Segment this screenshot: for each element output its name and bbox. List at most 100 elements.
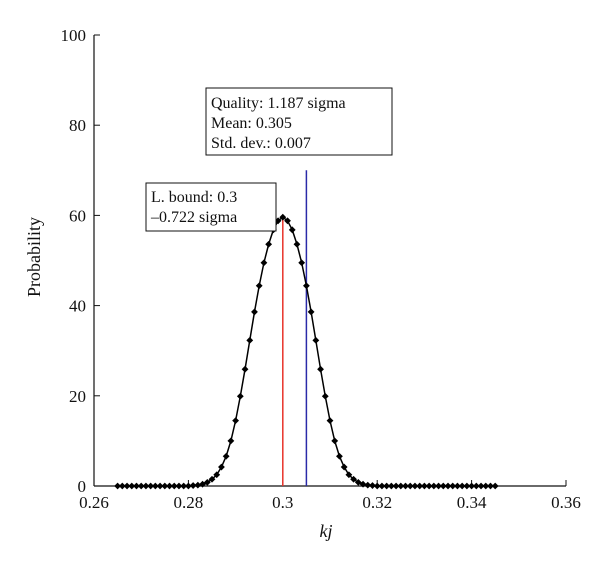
data-point <box>147 482 155 490</box>
data-point <box>246 336 254 344</box>
x-tick-label: 0.26 <box>79 493 109 512</box>
data-point <box>402 482 409 490</box>
data-point <box>312 336 320 344</box>
data-point <box>133 482 140 490</box>
data-point <box>472 482 480 490</box>
data-point <box>123 482 131 490</box>
data-point <box>199 480 206 488</box>
data-point <box>142 482 150 490</box>
data-point <box>458 482 466 490</box>
data-point <box>425 482 433 490</box>
data-point <box>454 482 461 490</box>
quality-annotation: Quality: 1.187 sigma Mean: 0.305 Std. de… <box>205 87 393 156</box>
data-point <box>255 282 263 290</box>
data-point <box>213 471 221 479</box>
y-tick-label: 0 <box>78 477 87 496</box>
quality-annotation-line: Quality: 1.187 sigma <box>211 95 346 112</box>
reference-lines <box>282 170 308 486</box>
data-point <box>340 463 348 471</box>
data-point <box>421 482 428 490</box>
data-point <box>128 482 136 490</box>
data-point <box>298 259 306 267</box>
data-point <box>406 482 414 490</box>
y-tick-label: 60 <box>69 206 86 225</box>
y-tick-label: 20 <box>69 387 86 406</box>
data-point <box>241 365 249 373</box>
bound-annotation-box <box>145 182 277 232</box>
data-point <box>137 482 145 490</box>
bound-annotation: L. bound: 0.3 –0.722 sigma <box>145 182 277 232</box>
data-point <box>232 417 239 425</box>
data-point <box>392 482 400 490</box>
data-point <box>180 482 188 490</box>
data-point <box>303 282 310 290</box>
data-point <box>307 308 315 316</box>
data-point <box>435 482 442 490</box>
y-tick-label: 100 <box>61 26 87 45</box>
x-tick-label: 0.36 <box>551 493 581 512</box>
data-point <box>411 482 419 490</box>
x-tick-label: 0.34 <box>457 493 487 512</box>
data-point <box>416 482 424 490</box>
data-point <box>336 452 343 460</box>
data-point <box>166 482 173 490</box>
data-point <box>387 482 395 490</box>
data-point <box>378 482 386 490</box>
data-point <box>350 475 357 483</box>
data-point <box>218 463 225 471</box>
data-point <box>260 259 268 267</box>
x-tick-label: 0.3 <box>272 493 293 512</box>
data-point <box>170 482 178 490</box>
data-point <box>359 480 367 488</box>
y-tick-label: 40 <box>69 297 86 316</box>
data-point <box>468 482 475 490</box>
data-point <box>118 482 126 490</box>
data-point <box>487 482 494 490</box>
data-point <box>331 437 339 445</box>
axes: 0 20 40 60 80 100 0.26 0.28 0.3 0.32 0.34 0.36 <box>61 26 581 512</box>
bound-annotation-line: –0.722 sigma <box>150 209 237 226</box>
data-point <box>208 475 216 483</box>
data-point <box>463 482 471 490</box>
data-point <box>373 482 381 490</box>
x-axis-label: kj <box>320 521 333 541</box>
data-point <box>236 392 244 400</box>
data-point <box>364 481 372 489</box>
data-point <box>397 482 405 490</box>
data-point <box>227 437 235 445</box>
data-point <box>491 482 499 490</box>
data-point <box>203 478 211 486</box>
quality-annotation-line: Mean: 0.305 <box>211 115 292 132</box>
data-point <box>288 226 296 234</box>
data-point <box>189 482 197 489</box>
data-point <box>430 482 438 490</box>
data-point <box>222 452 230 460</box>
quality-annotation-box <box>205 87 393 156</box>
data-point <box>449 482 457 490</box>
series-layer <box>114 213 499 490</box>
data-point <box>321 392 329 400</box>
data-point <box>317 365 324 373</box>
data-point <box>114 482 121 490</box>
data-point <box>175 482 183 490</box>
data-point <box>251 308 258 316</box>
y-tick-label: 80 <box>69 116 86 135</box>
data-point <box>345 471 353 479</box>
data-point <box>156 482 164 490</box>
data-point <box>482 482 490 490</box>
data-point <box>151 482 159 490</box>
x-tick-label: 0.28 <box>174 493 204 512</box>
data-point <box>383 482 391 490</box>
x-tick-label: 0.32 <box>362 493 392 512</box>
data-point <box>265 240 273 248</box>
data-point <box>185 482 192 490</box>
data-point <box>369 482 376 489</box>
data-point <box>444 482 452 490</box>
data-point <box>284 217 291 225</box>
data-point <box>279 213 287 221</box>
data-point <box>194 481 202 489</box>
y-axis-label: Probability <box>24 217 44 297</box>
bound-annotation-line: L. bound: 0.3 <box>151 189 237 206</box>
quality-annotation-line: Std. dev.: 0.007 <box>211 135 311 152</box>
